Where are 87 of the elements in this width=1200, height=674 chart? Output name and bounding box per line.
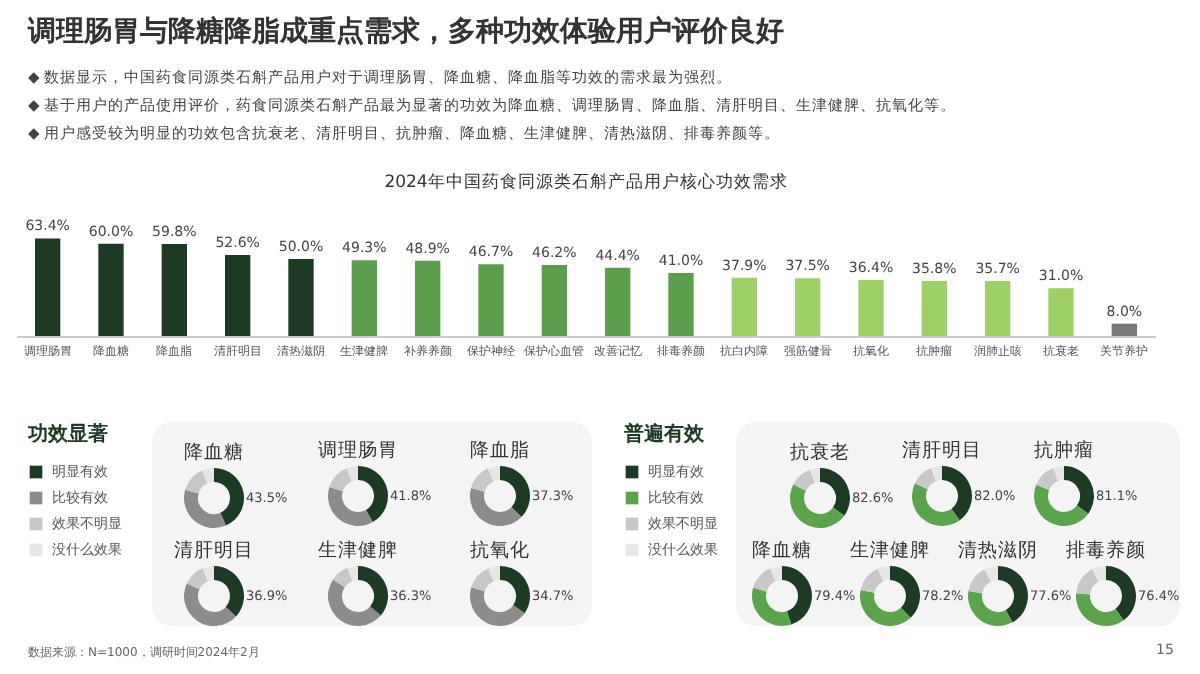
bar: [541, 264, 567, 336]
donut-slice: [488, 566, 500, 582]
donut-slice: [930, 466, 942, 482]
donut-slice: [1076, 593, 1124, 626]
donut-slice: [968, 569, 991, 594]
bar: [35, 238, 61, 336]
bar: [605, 267, 631, 336]
donut-slice: [860, 590, 911, 626]
donut-slice: [185, 470, 208, 494]
bar: [351, 260, 377, 336]
donut-slice: [877, 566, 890, 582]
donut-slice: [202, 566, 214, 582]
bar: [288, 259, 314, 336]
donut-slice: [346, 466, 358, 482]
chart-title: 调理肠胃与降糖降脂成重点需求，多种功效体验用户评价良好: [28, 14, 784, 50]
donut-slice: [358, 566, 388, 616]
donut-slice: [471, 468, 494, 492]
donut-slice: [810, 468, 820, 483]
chart-title: 抗氧化: [470, 538, 530, 562]
donut-slice: [820, 468, 850, 516]
donut-slice: [942, 466, 972, 521]
bar: [225, 255, 251, 336]
chart-title: 生津健脾: [318, 538, 398, 562]
chart-title: 降血脂: [470, 438, 530, 462]
donut-slice: [860, 568, 884, 593]
chart-title: 调理肠胃: [318, 438, 398, 462]
donut-slice: [793, 469, 815, 491]
chart-subtitle: 2024年中国药食同源类石斛产品用户核心功效需求: [384, 171, 788, 194]
donut-slice: [184, 583, 236, 626]
donut-slice: [329, 468, 352, 492]
legend-title: 普遍有效: [622, 422, 706, 446]
donut-slice: [984, 566, 998, 582]
donut-slice: [968, 591, 1013, 626]
bar: [921, 280, 947, 336]
bar: [1111, 323, 1137, 336]
chart-title: 生津健脾: [850, 538, 930, 562]
donut-slice: [752, 587, 792, 626]
chart-title: 清肝明目: [174, 538, 254, 562]
donut-slice: [890, 566, 920, 618]
bar: [985, 281, 1011, 336]
donut-slice: [1076, 569, 1099, 595]
bar: [668, 272, 694, 336]
donut-slice: [500, 466, 530, 517]
donut-slice: [1034, 484, 1089, 526]
donut-slice: [914, 468, 937, 490]
donut-slice: [328, 579, 381, 626]
donut-slice: [332, 567, 353, 588]
donut-slice: [998, 566, 1028, 623]
donut-slice: [487, 466, 500, 482]
donut-slice: [202, 468, 214, 484]
bar: [795, 278, 821, 336]
donut-slice: [1092, 566, 1106, 582]
legend-title: 功效显著: [26, 422, 108, 446]
chart-title: 排毒养颜: [1066, 538, 1146, 562]
chart-title: 抗肿瘤: [1034, 438, 1094, 462]
chart-title: 降血糖: [752, 538, 812, 562]
donut-slice: [1036, 468, 1059, 491]
chart-title: 降血糖: [184, 440, 244, 464]
donut-slice: [1064, 466, 1094, 514]
bar: [98, 243, 124, 336]
donut-slice: [214, 468, 244, 526]
donut-slice: [790, 484, 845, 528]
chart-title: 清肝明目: [902, 438, 982, 462]
donut-slice: [214, 566, 244, 617]
bar: [478, 264, 504, 336]
donut-slice: [186, 568, 209, 590]
donut-slice: [769, 566, 782, 582]
bar: [858, 280, 884, 336]
donut-slice: [1106, 566, 1136, 621]
donut-slice: [1053, 466, 1064, 482]
donut-slice: [912, 483, 960, 526]
donut-slice: [782, 566, 812, 625]
donut-slice: [328, 487, 373, 526]
bar: [415, 260, 441, 336]
donut-slice: [347, 566, 358, 582]
bar: [161, 244, 187, 336]
donut-slice: [470, 487, 522, 526]
donut-slice: [500, 566, 530, 614]
donut-slice: [358, 466, 388, 523]
donut-slice: [471, 568, 494, 592]
donut-slice: [753, 568, 776, 592]
donut-slice: [184, 489, 226, 528]
bar: [731, 277, 757, 336]
donut-slice: [470, 587, 525, 626]
chart-title: 抗衰老: [790, 440, 850, 464]
bar: [1048, 288, 1074, 336]
chart-title: 清热滋阴: [958, 538, 1038, 562]
